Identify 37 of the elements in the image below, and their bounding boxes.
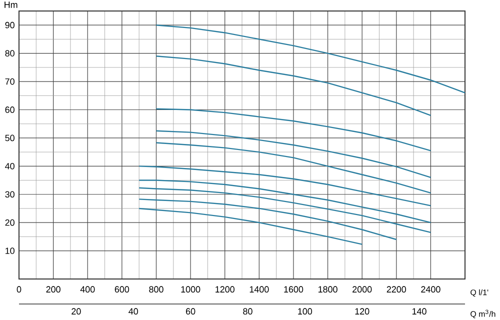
line-series (138, 180, 432, 224)
x-tick-label: 2200 (386, 286, 406, 293)
x-tick-label: 0 (16, 286, 22, 293)
y-tick-label: 80 (5, 50, 14, 56)
x2-tick-label: 40 (128, 308, 138, 315)
x2-tick-label: 80 (243, 308, 252, 315)
x-tick-label: 1200 (216, 286, 234, 293)
line-series (138, 187, 432, 234)
y-tick-label: 20 (5, 219, 14, 226)
x-tick-label: 200 (46, 286, 60, 293)
x-tick-label: 2000 (352, 286, 372, 293)
x2-tick-label: 120 (355, 308, 370, 315)
x2-tick-label: 100 (298, 308, 312, 315)
y-axis-title: Hm (4, 2, 18, 8)
line-series (156, 142, 432, 194)
line-series (156, 130, 432, 178)
y-tick-label: 10 (6, 248, 14, 254)
x-tick-label: 2400 (421, 286, 440, 293)
line-series (138, 208, 363, 245)
y-tick-label: 40 (5, 162, 14, 170)
x-tick-label: 1400 (250, 286, 269, 293)
x-tick-label: 800 (149, 286, 164, 293)
y-tick-label: 30 (5, 191, 14, 198)
x-tick-label: 1800 (318, 286, 338, 293)
y-tick-label: 90 (5, 22, 14, 28)
x2-tick-label: 140 (412, 308, 426, 315)
y-tick-label: 70 (5, 78, 14, 85)
x-tick-label: 400 (80, 286, 95, 293)
x-tick-label: 600 (114, 286, 130, 293)
x2-tick-label: 20 (72, 308, 81, 315)
x-tick-label: 1000 (181, 286, 200, 293)
line-series (156, 108, 432, 152)
x-tick-label: 1600 (284, 286, 304, 293)
y-tick-label: 50 (5, 134, 14, 142)
x2-tick-label: 60 (186, 308, 196, 315)
y-tick-label: 60 (5, 106, 14, 113)
line-series (138, 198, 397, 240)
